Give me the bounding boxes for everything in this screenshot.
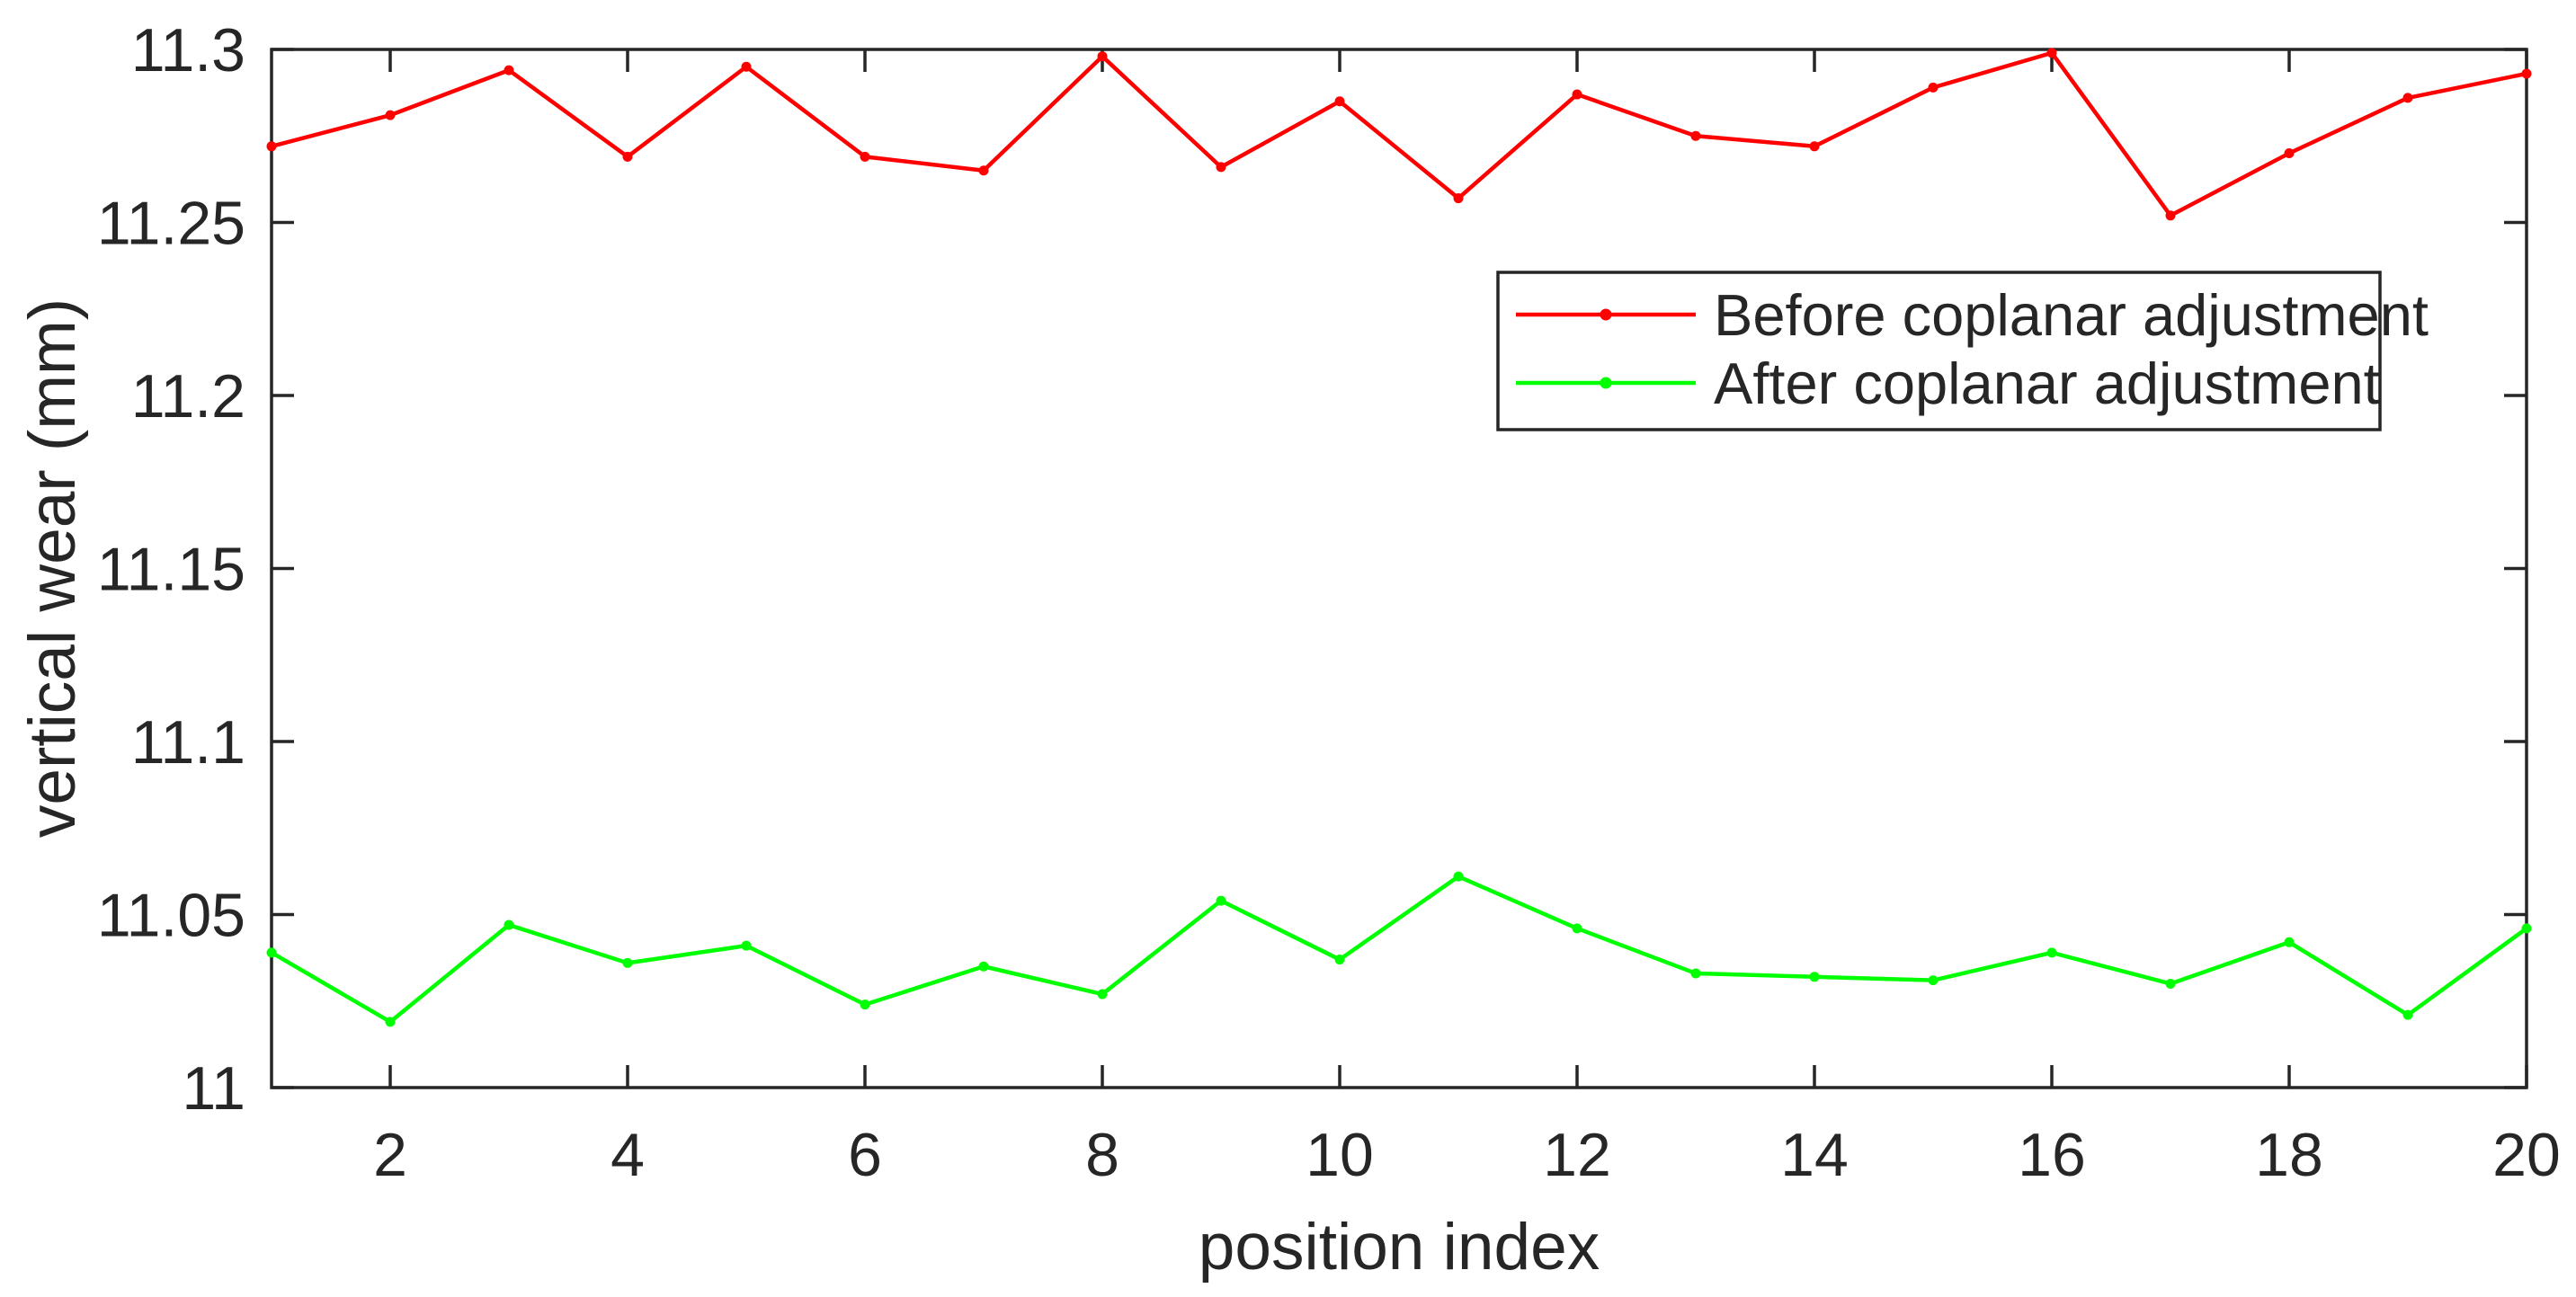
y-axis-label: vertical wear (mm) xyxy=(16,298,89,838)
data-point-marker xyxy=(385,110,396,120)
data-point-marker xyxy=(385,1017,396,1027)
data-point-marker xyxy=(266,141,277,152)
data-point-marker xyxy=(741,940,752,951)
y-axis-ticks xyxy=(272,48,2527,1089)
legend-sample-marker-before xyxy=(1600,308,1612,321)
series-before-coplanar xyxy=(266,48,2532,221)
series-after-coplanar xyxy=(266,871,2532,1027)
x-tick-label: 10 xyxy=(1306,1121,1374,1189)
data-point-marker xyxy=(2046,947,2057,958)
legend-sample-marker-after xyxy=(1600,377,1612,389)
data-point-marker xyxy=(2165,210,2176,221)
data-point-marker xyxy=(2284,937,2295,947)
data-point-marker xyxy=(2046,48,2057,58)
data-point-marker xyxy=(1334,955,1345,965)
data-point-marker xyxy=(1097,989,1108,999)
data-point-marker xyxy=(1690,130,1701,141)
data-point-marker xyxy=(504,65,514,76)
data-point-marker xyxy=(741,61,752,72)
x-tick-label: 16 xyxy=(2018,1121,2086,1189)
data-point-marker xyxy=(504,919,514,930)
data-point-marker xyxy=(1572,89,1582,100)
y-tick-label: 11.15 xyxy=(97,536,245,604)
data-point-marker xyxy=(2284,148,2295,158)
data-point-marker xyxy=(1809,141,1820,152)
x-tick-label: 2 xyxy=(373,1121,407,1189)
data-point-marker xyxy=(2402,93,2413,103)
data-point-marker xyxy=(1928,82,1939,93)
data-point-marker xyxy=(1572,923,1582,934)
data-point-marker xyxy=(1216,895,1226,906)
data-point-marker xyxy=(1334,96,1345,107)
x-axis-tick-labels: 2 4 6 8 10 12 14 16 18 20 xyxy=(373,1121,2561,1189)
data-point-marker xyxy=(1928,975,1939,986)
data-point-marker xyxy=(2521,68,2532,79)
x-tick-label: 14 xyxy=(1780,1121,1849,1189)
series-line xyxy=(270,874,2528,1025)
y-tick-label: 11.2 xyxy=(131,362,245,431)
legend: Before coplanar adjustment After coplana… xyxy=(1496,271,2429,431)
y-tick-label: 11 xyxy=(182,1054,245,1123)
data-point-marker xyxy=(1690,968,1701,979)
data-point-marker xyxy=(1453,193,1464,204)
x-tick-label: 12 xyxy=(1543,1121,1611,1189)
data-point-marker xyxy=(2521,923,2532,934)
data-point-marker xyxy=(622,151,633,162)
legend-box xyxy=(1496,271,2382,431)
data-point-marker xyxy=(978,961,989,972)
x-tick-label: 4 xyxy=(611,1121,645,1189)
data-point-marker xyxy=(622,957,633,968)
y-tick-label: 11.25 xyxy=(97,190,245,258)
x-tick-label: 8 xyxy=(1085,1121,1119,1189)
y-axis-tick-labels: 11 11.05 11.1 11.15 11.2 11.25 11.3 xyxy=(97,16,245,1123)
series-line xyxy=(271,50,2527,218)
y-tick-label: 11.3 xyxy=(131,16,245,84)
data-point-marker xyxy=(1097,51,1108,62)
data-point-marker xyxy=(1453,871,1464,882)
x-axis-ticks xyxy=(388,49,2528,1088)
legend-label-after: After coplanar adjustment xyxy=(1714,351,2380,416)
x-tick-label: 18 xyxy=(2255,1121,2323,1189)
data-point-marker xyxy=(860,151,870,162)
legend-label-before: Before coplanar adjustment xyxy=(1714,282,2429,348)
data-point-marker xyxy=(266,947,277,958)
data-point-marker xyxy=(978,165,989,176)
x-axis-label: position index xyxy=(1199,1211,1600,1284)
data-point-marker xyxy=(1809,972,1820,982)
data-point-marker xyxy=(860,999,870,1010)
y-tick-label: 11.1 xyxy=(131,708,245,777)
x-tick-label: 20 xyxy=(2492,1121,2561,1189)
data-point-marker xyxy=(2402,1009,2413,1020)
data-point-marker xyxy=(1216,162,1226,173)
data-point-marker xyxy=(2165,979,2176,989)
x-tick-label: 6 xyxy=(848,1121,882,1189)
y-tick-label: 11.05 xyxy=(97,882,245,950)
